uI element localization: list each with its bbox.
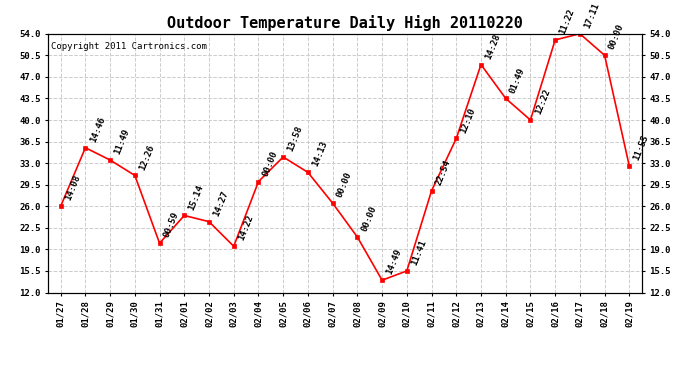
Text: Copyright 2011 Cartronics.com: Copyright 2011 Cartronics.com — [51, 42, 207, 51]
Text: 22:54: 22:54 — [434, 158, 453, 187]
Text: 12:10: 12:10 — [459, 106, 477, 134]
Text: 00:00: 00:00 — [335, 171, 354, 199]
Text: 11:22: 11:22 — [558, 8, 576, 36]
Text: 00:59: 00:59 — [162, 211, 181, 239]
Text: 12:26: 12:26 — [137, 143, 156, 171]
Text: 11:49: 11:49 — [113, 128, 131, 156]
Text: 12:22: 12:22 — [533, 87, 551, 116]
Text: 00:00: 00:00 — [262, 149, 279, 177]
Text: 00:00: 00:00 — [607, 23, 626, 51]
Title: Outdoor Temperature Daily High 20110220: Outdoor Temperature Daily High 20110220 — [167, 15, 523, 31]
Text: 13:58: 13:58 — [286, 124, 304, 153]
Text: 00:00: 00:00 — [360, 205, 379, 233]
Text: 14:49: 14:49 — [385, 248, 403, 276]
Text: 14:13: 14:13 — [310, 140, 329, 168]
Text: 01:49: 01:49 — [509, 66, 527, 94]
Text: 14:28: 14:28 — [484, 32, 502, 60]
Text: 14:08: 14:08 — [63, 174, 82, 202]
Text: 14:22: 14:22 — [237, 214, 255, 242]
Text: 15:14: 15:14 — [187, 183, 206, 211]
Text: 11:55: 11:55 — [632, 134, 651, 162]
Text: 14:46: 14:46 — [88, 115, 106, 144]
Text: 11:41: 11:41 — [410, 238, 428, 267]
Text: 14:27: 14:27 — [212, 189, 230, 217]
Text: 17:11: 17:11 — [582, 1, 601, 30]
